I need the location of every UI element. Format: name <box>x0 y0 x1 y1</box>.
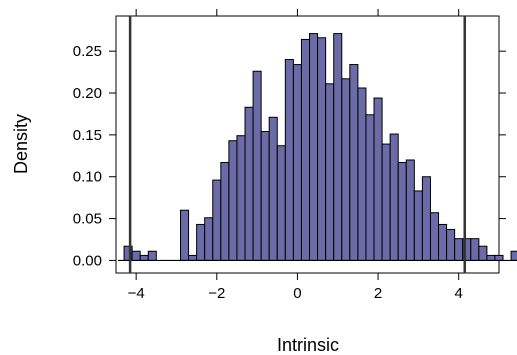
plot-frame <box>115 15 500 274</box>
y-tick-label: 0.15 <box>73 127 102 144</box>
histogram-bar <box>421 176 431 261</box>
histogram-bar <box>405 159 415 261</box>
histogram-bar <box>252 70 262 261</box>
histogram-bar <box>486 254 496 261</box>
histogram-bar <box>196 223 206 261</box>
histogram-bar <box>325 83 335 261</box>
histogram-bar <box>317 37 327 261</box>
histogram-bar <box>413 190 423 261</box>
histogram-bar <box>478 245 488 261</box>
histogram-bar <box>429 212 440 261</box>
histogram-bar <box>365 114 375 261</box>
histogram-bar <box>212 179 222 261</box>
y-axis-title: Density <box>11 114 31 174</box>
x-tick-label: 2 <box>374 285 382 302</box>
x-axis-title: Intrinsic <box>277 335 339 355</box>
y-tick-label: 0.25 <box>73 43 102 60</box>
histogram-bar <box>220 161 230 261</box>
histogram-bar <box>276 145 286 261</box>
x-tick-label: 0 <box>293 285 301 302</box>
histogram-bar <box>389 133 399 261</box>
histogram-bar <box>341 78 351 261</box>
histogram-bar <box>147 250 157 261</box>
histogram-bar <box>349 64 359 261</box>
histogram-bar <box>494 254 504 261</box>
y-tick-label: 0.20 <box>73 85 102 102</box>
bars-group <box>123 33 517 261</box>
histogram-bar <box>180 209 190 261</box>
y-axis: 0.00 0.05 0.10 0.15 0.20 0.25 <box>73 43 506 269</box>
histogram-bar <box>470 238 480 261</box>
histogram-bar <box>260 131 270 261</box>
histogram-bar <box>244 106 254 261</box>
x-axis: −4 −2 0 2 4 <box>128 9 463 302</box>
histogram-bar <box>292 64 302 261</box>
histogram-bar <box>131 250 141 261</box>
y-tick-label: 0.10 <box>73 169 102 186</box>
histogram-bar <box>188 254 198 261</box>
histogram-bar <box>454 238 464 261</box>
histogram-bar <box>236 135 246 261</box>
histogram-bar <box>284 59 294 261</box>
histogram-bar <box>438 223 448 261</box>
x-tick-label: −4 <box>128 285 145 302</box>
x-tick-label: 4 <box>455 285 463 302</box>
histogram-bar <box>300 38 311 261</box>
histogram-bar <box>204 217 214 261</box>
histogram-bar <box>446 228 456 261</box>
histogram-bar <box>357 87 367 261</box>
histogram-bar <box>309 33 319 261</box>
y-tick-label: 0.00 <box>73 252 102 269</box>
x-tick-label: −2 <box>208 285 225 302</box>
histogram-bar <box>139 254 149 261</box>
histogram-bar <box>333 33 343 261</box>
histogram-bar <box>381 143 391 261</box>
histogram-bar <box>268 116 278 261</box>
y-tick-label: 0.05 <box>73 211 102 228</box>
histogram-bar <box>228 140 238 261</box>
reference-lines <box>128 16 466 273</box>
histogram-bar <box>510 250 517 261</box>
histogram-bar <box>373 97 383 261</box>
histogram-bar <box>397 161 407 261</box>
